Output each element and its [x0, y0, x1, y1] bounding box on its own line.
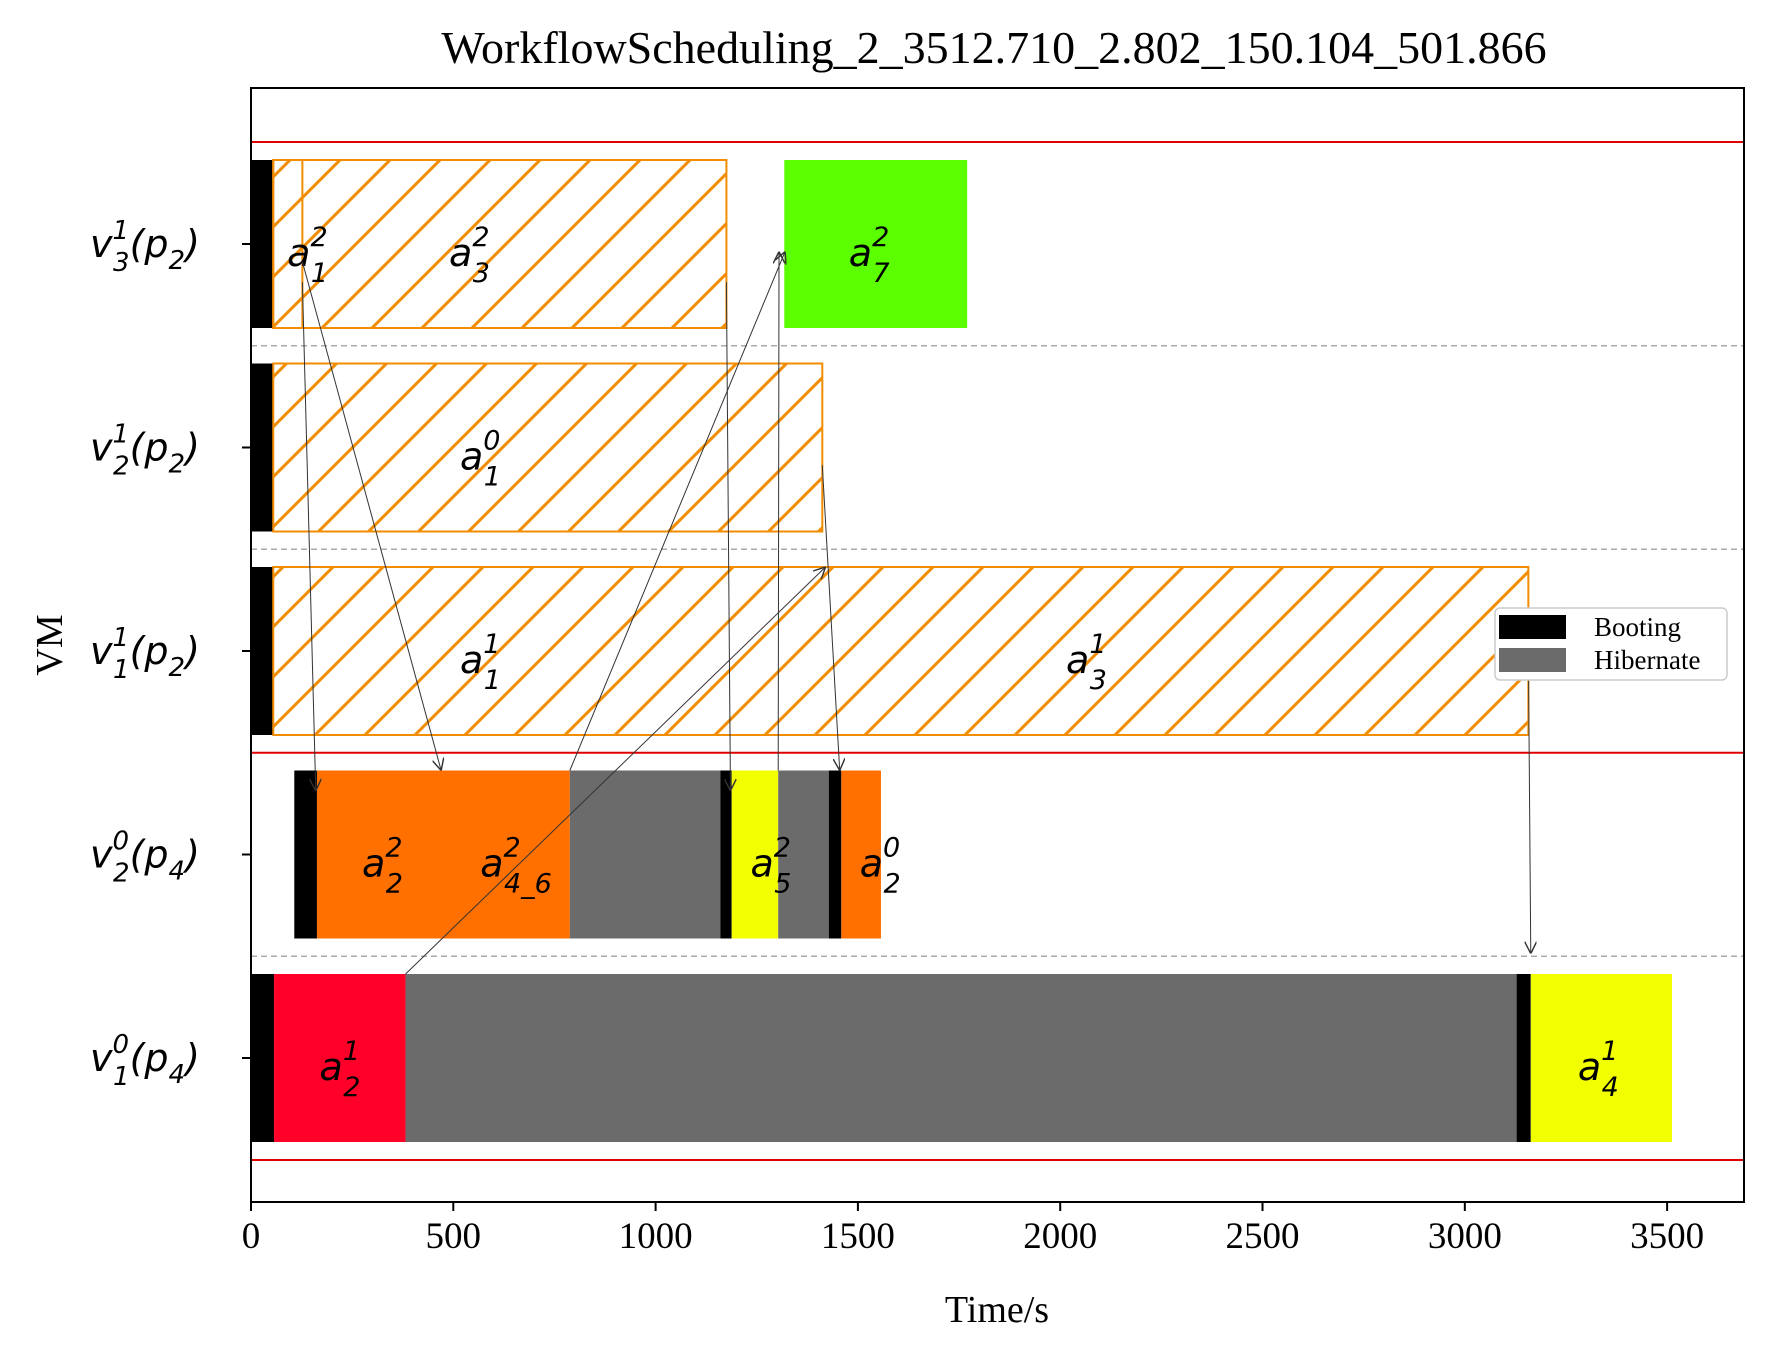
- task-bar: [316, 770, 444, 939]
- dependency-arrow: [405, 567, 826, 975]
- plot-area: a2 1 a2 3 a2 7 a0 1 a1 1 a1 3 a2 2 a2 4_6 a2 5 a0 2 a1 2 a1 4: [250, 87, 1745, 1203]
- task-label: a2 4_6: [480, 833, 552, 900]
- y-tick-label-v3p2: v1 3(p2): [90, 216, 200, 278]
- hatched-task-bar: [272, 362, 824, 533]
- task-label: a1 4: [1578, 1036, 1619, 1103]
- y-tick-label-v2p4: v0 2(p4): [90, 827, 200, 889]
- y-tick-label-v2p2: v1 2(p2): [90, 420, 200, 482]
- chart-title: WorkflowScheduling_2_3512.710_2.802_150.…: [441, 22, 1546, 73]
- legend-swatch-booting: [1499, 615, 1566, 639]
- y-axis-label: VM: [29, 614, 71, 675]
- gantt-bars: [251, 159, 1672, 1142]
- legend-swatch-hibernate: [1499, 648, 1566, 672]
- dependency-arrow: [821, 465, 839, 770]
- y-tick-label-v1p4: v0 1(p4): [90, 1030, 200, 1092]
- booting-bar: [251, 160, 274, 328]
- x-tick-label: 2500: [1226, 1216, 1300, 1257]
- task-bar: [841, 770, 881, 939]
- hibernate-bar: [405, 974, 1517, 1142]
- task-label: a2 2: [362, 833, 403, 900]
- dependency-arrows: [301, 252, 1530, 975]
- y-tick-label-v1p2: v1 1(p2): [90, 623, 200, 685]
- task-label: a1 1: [460, 629, 501, 696]
- legend: Booting Hibernate: [1494, 607, 1728, 681]
- task-label: a1 3: [1066, 629, 1107, 696]
- dependency-arrow: [569, 252, 785, 771]
- dependency-arrow: [301, 261, 441, 771]
- legend-label-hibernate: Hibernate: [1594, 645, 1700, 675]
- legend-label-booting: Booting: [1594, 612, 1681, 642]
- booting-bar: [828, 770, 842, 939]
- task-bar: [784, 160, 968, 328]
- x-tick-label: 3500: [1630, 1216, 1704, 1257]
- hatched-task-bar: [272, 159, 728, 329]
- row-separators: [251, 141, 1744, 1161]
- x-tick-label: 2000: [1023, 1216, 1097, 1257]
- task-label: a2 5: [750, 833, 791, 900]
- booting-bar: [251, 974, 275, 1142]
- hibernate-bar: [778, 770, 829, 939]
- booting-bar: [251, 363, 274, 532]
- task-bar: [443, 770, 570, 939]
- task-label: a2 7: [849, 222, 890, 289]
- x-tick-label: 3000: [1428, 1216, 1502, 1257]
- dependency-arrow: [778, 252, 779, 771]
- dependency-arrow: [726, 282, 730, 791]
- task-label: a0 1: [460, 426, 501, 493]
- task-bar: [274, 974, 406, 1142]
- task-label: a2 1: [287, 222, 328, 289]
- x-axis: 0 500 1000 1500 2000 2500 3000 3500: [242, 1202, 1704, 1257]
- booting-bar: [251, 567, 274, 735]
- x-axis-label: Time/s: [945, 1289, 1049, 1331]
- x-tick-label: 1500: [821, 1216, 895, 1257]
- dependency-arrow: [301, 282, 315, 791]
- y-axis: v1 3(p2) v1 2(p2) v1 1(p2) v0 2(p4) v0 1(p4): [90, 216, 251, 1092]
- x-tick-label: 500: [426, 1216, 482, 1257]
- booting-bar: [1516, 974, 1531, 1142]
- task-label: a0 2: [860, 833, 901, 900]
- dependency-arrow: [1528, 648, 1530, 953]
- task-bar: [731, 770, 779, 939]
- plot-frame: [250, 87, 1745, 1203]
- task-bar: [1530, 974, 1672, 1142]
- booting-bar: [294, 770, 317, 939]
- task-label: a1 2: [320, 1036, 361, 1103]
- hatched-task-outline: [272, 159, 304, 329]
- task-label: a2 3: [449, 222, 490, 289]
- task-labels: a2 1 a2 3 a2 7 a0 1 a1 1 a1 3 a2 2 a2 4_6 a2 5 a0 2 a1 2 a1 4: [287, 222, 1619, 1103]
- x-tick-label: 1000: [619, 1216, 693, 1257]
- x-tick-label: 0: [242, 1216, 261, 1257]
- hibernate-bar: [569, 770, 721, 939]
- booting-bar: [720, 770, 732, 939]
- hatched-task-bar: [272, 566, 1530, 736]
